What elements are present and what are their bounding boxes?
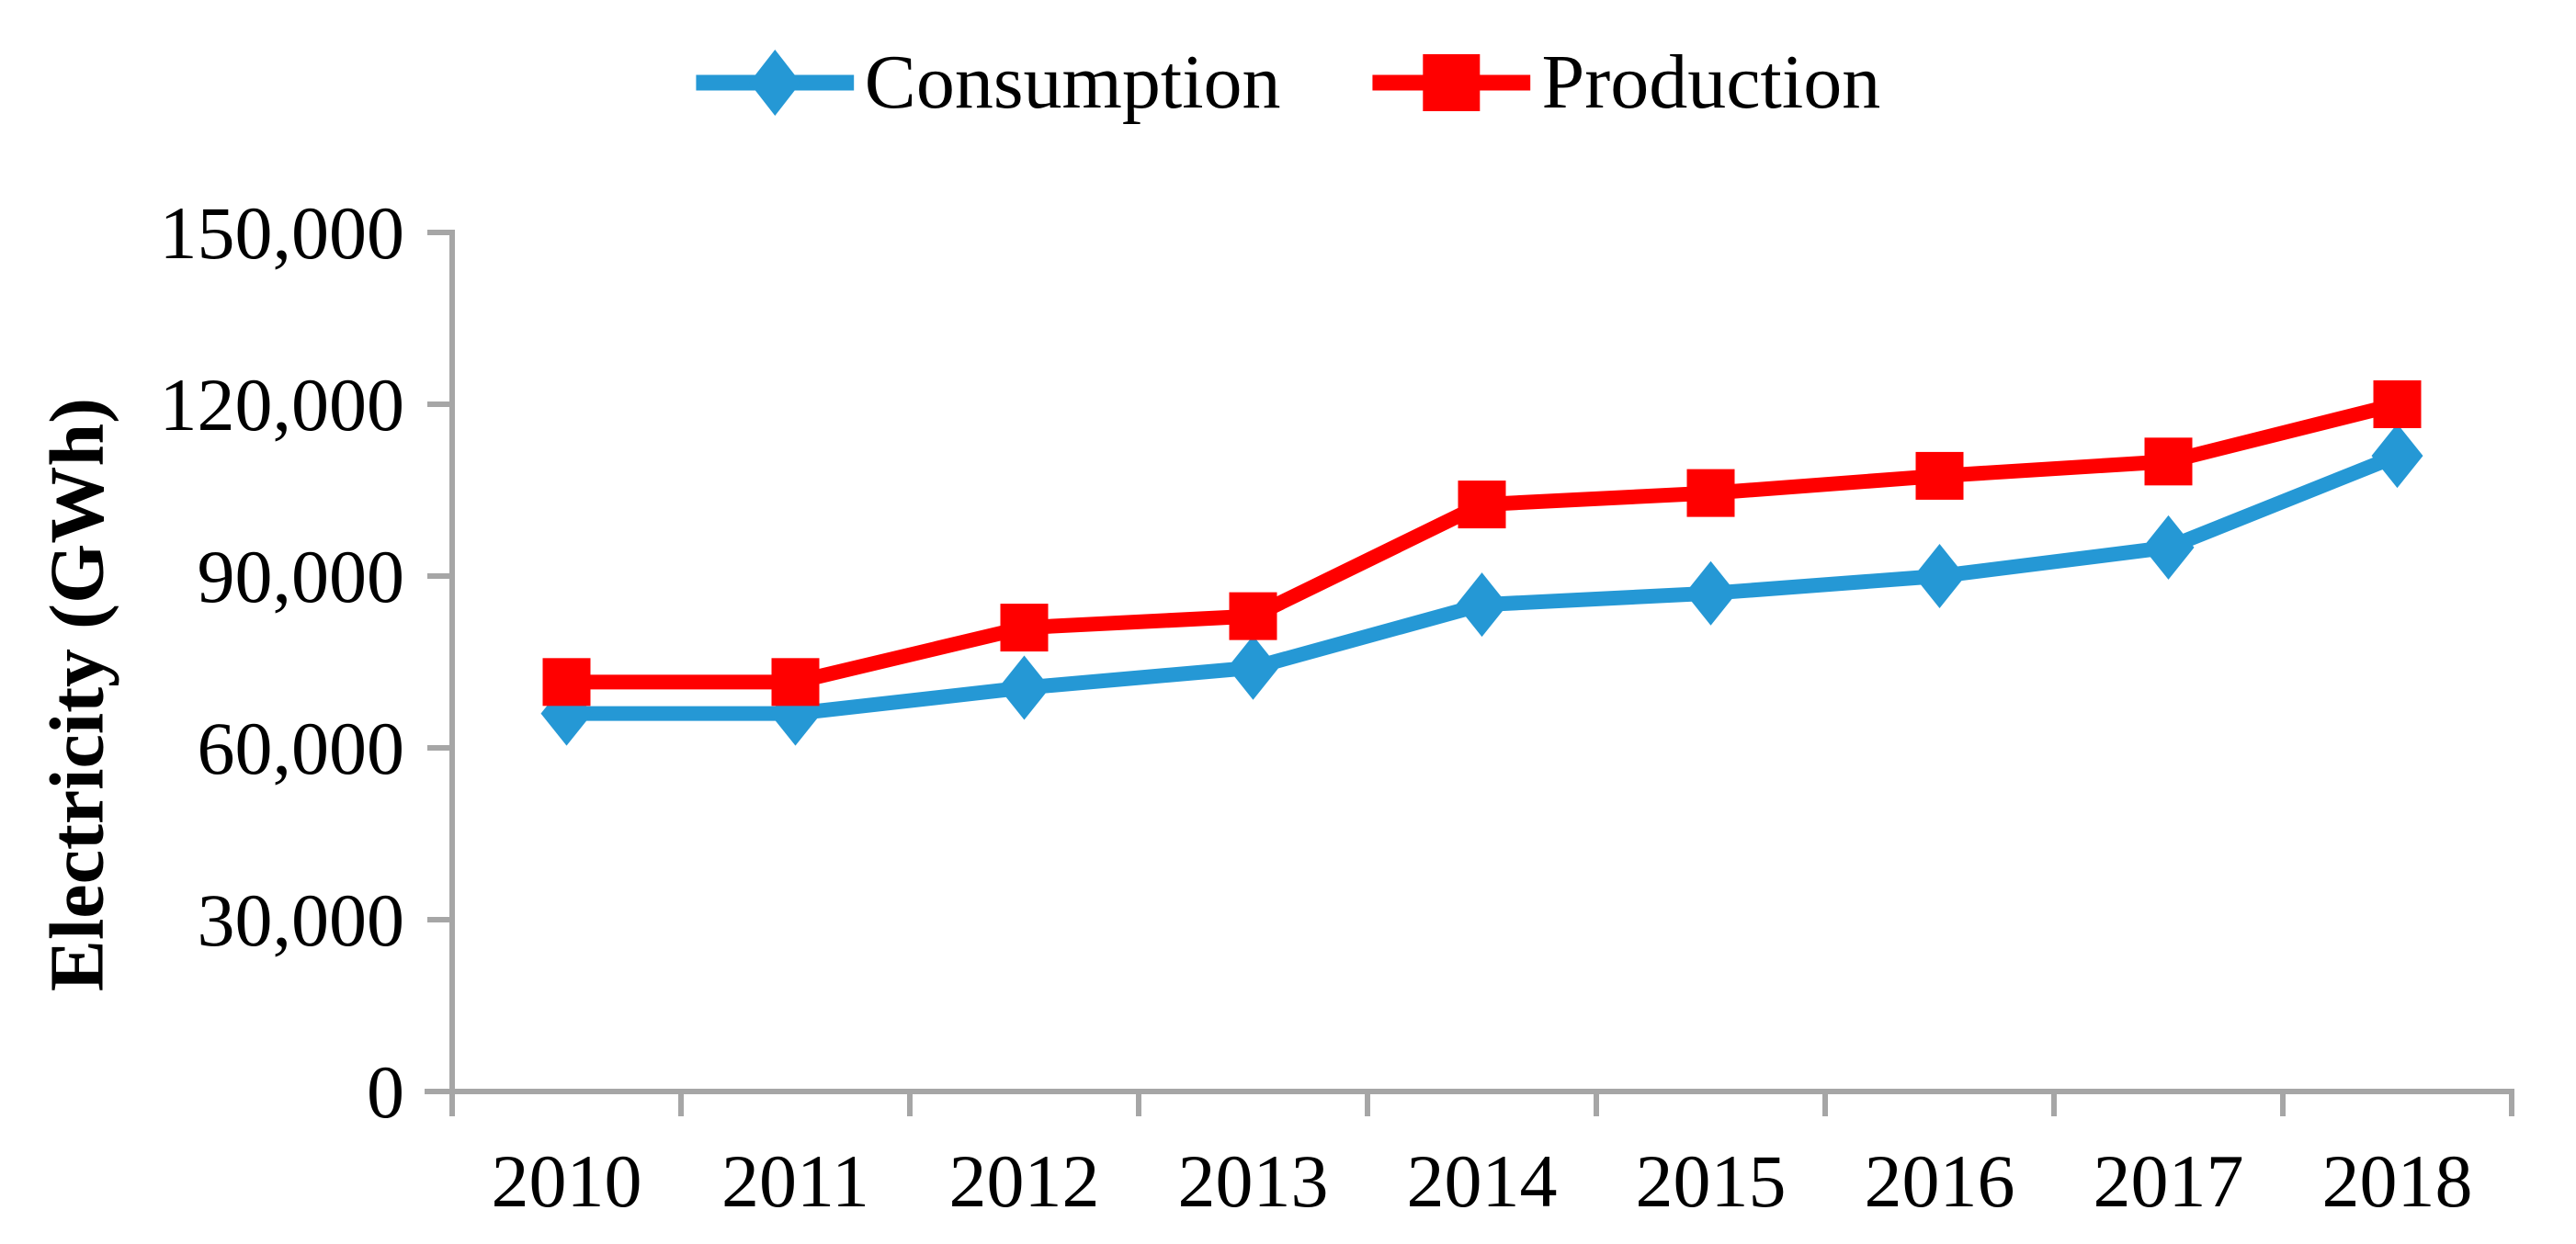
y-tick-label: 120,000 bbox=[160, 363, 405, 447]
y-tick-label: 0 bbox=[367, 1050, 404, 1134]
legend-sample-marker bbox=[1423, 54, 1481, 111]
y-tick-label: 30,000 bbox=[198, 878, 405, 962]
series-production-marker bbox=[771, 658, 820, 707]
x-tick-label: 2014 bbox=[1407, 1139, 1558, 1223]
x-tick-label: 2013 bbox=[1178, 1139, 1329, 1223]
x-tick-label: 2011 bbox=[721, 1139, 869, 1223]
legend: Consumption Production bbox=[695, 39, 1881, 127]
x-tick-label: 2012 bbox=[949, 1139, 1100, 1223]
legend-label-consumption: Consumption bbox=[864, 40, 1281, 125]
legend-item-consumption: Consumption bbox=[695, 39, 1281, 127]
x-tick-label: 2017 bbox=[2094, 1139, 2244, 1223]
x-tick-label: 2010 bbox=[492, 1139, 642, 1223]
x-tick-label: 2015 bbox=[1636, 1139, 1787, 1223]
production-line-square-icon bbox=[1372, 54, 1531, 111]
series-production-marker bbox=[1915, 451, 1964, 500]
series-consumption-marker bbox=[1456, 572, 1508, 638]
series-consumption-marker bbox=[2142, 515, 2195, 580]
series-production-marker bbox=[1458, 481, 1506, 529]
series-production-marker bbox=[1229, 592, 1277, 640]
consumption-line-diamond-icon bbox=[695, 50, 854, 116]
series-production-marker bbox=[2144, 437, 2193, 486]
x-tick-label: 2018 bbox=[2322, 1139, 2473, 1223]
y-tick-label: 150,000 bbox=[160, 191, 405, 275]
series-consumption-marker bbox=[1913, 544, 1966, 608]
legend-label-production: Production bbox=[1541, 40, 1881, 125]
legend-sample-marker bbox=[748, 50, 800, 116]
x-tick-label: 2016 bbox=[1865, 1139, 2015, 1223]
series-production-marker bbox=[2373, 380, 2422, 428]
y-axis-title: Electricity (GWh) bbox=[34, 397, 120, 992]
series-production-line bbox=[566, 397, 2400, 690]
series-consumption-marker bbox=[1685, 560, 1737, 626]
y-tick-label: 90,000 bbox=[198, 535, 405, 618]
series-production-marker bbox=[1686, 469, 1735, 517]
series-consumption-marker bbox=[2371, 424, 2423, 489]
series-production-marker bbox=[542, 658, 591, 707]
series-production-marker bbox=[1000, 604, 1049, 652]
y-tick-label: 60,000 bbox=[198, 707, 405, 790]
legend-item-production: Production bbox=[1372, 39, 1881, 127]
series-consumption-marker bbox=[998, 655, 1050, 720]
series-consumption-marker bbox=[1227, 635, 1279, 700]
